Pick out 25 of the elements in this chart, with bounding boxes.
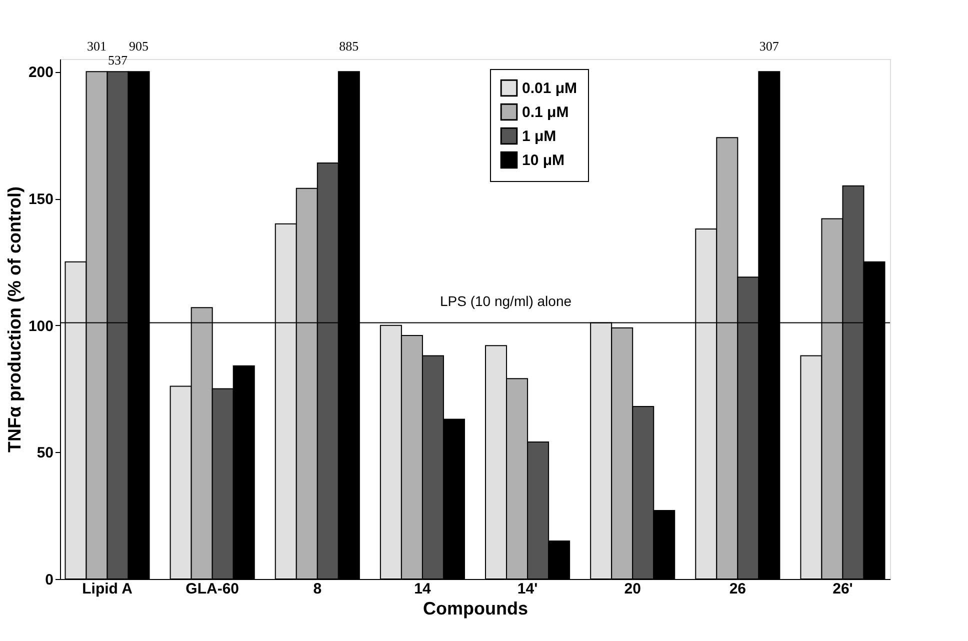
ref-line-label: LPS (10 ng/ml) alone bbox=[440, 292, 572, 309]
y-axis-title: TNFα production (% of control) bbox=[4, 186, 24, 453]
x-tick-label: 26' bbox=[832, 580, 853, 598]
legend-label: 0.1 μM bbox=[522, 104, 569, 121]
legend-label: 10 μM bbox=[522, 152, 565, 169]
annotation: 537 bbox=[108, 52, 128, 68]
text: 905 bbox=[129, 38, 149, 54]
legend-label: 1 μM bbox=[522, 128, 556, 145]
x-tick-label: GLA-60 bbox=[186, 580, 240, 598]
text: 301 bbox=[87, 38, 107, 54]
legend-label: 0.01 μM bbox=[522, 80, 578, 97]
y-tick-label: 0 bbox=[45, 572, 54, 588]
y-tick-label: 100 bbox=[28, 318, 54, 335]
text: 885 bbox=[339, 38, 359, 54]
y-tick-label: 200 bbox=[28, 64, 54, 82]
y-tick-label: 50 bbox=[36, 444, 54, 462]
x-tick-label: 20 bbox=[624, 580, 641, 598]
x-axis-title: Compounds bbox=[423, 598, 528, 618]
x-tick-label: 26 bbox=[729, 580, 746, 598]
x-tick-label: 14 bbox=[414, 580, 432, 598]
text: 307 bbox=[759, 38, 780, 54]
x-tick-label: 8 bbox=[313, 580, 322, 598]
x-tick-label: 14' bbox=[517, 580, 538, 598]
x-tick-label: Lipid A bbox=[82, 580, 133, 598]
y-tick-label: 150 bbox=[28, 191, 54, 208]
